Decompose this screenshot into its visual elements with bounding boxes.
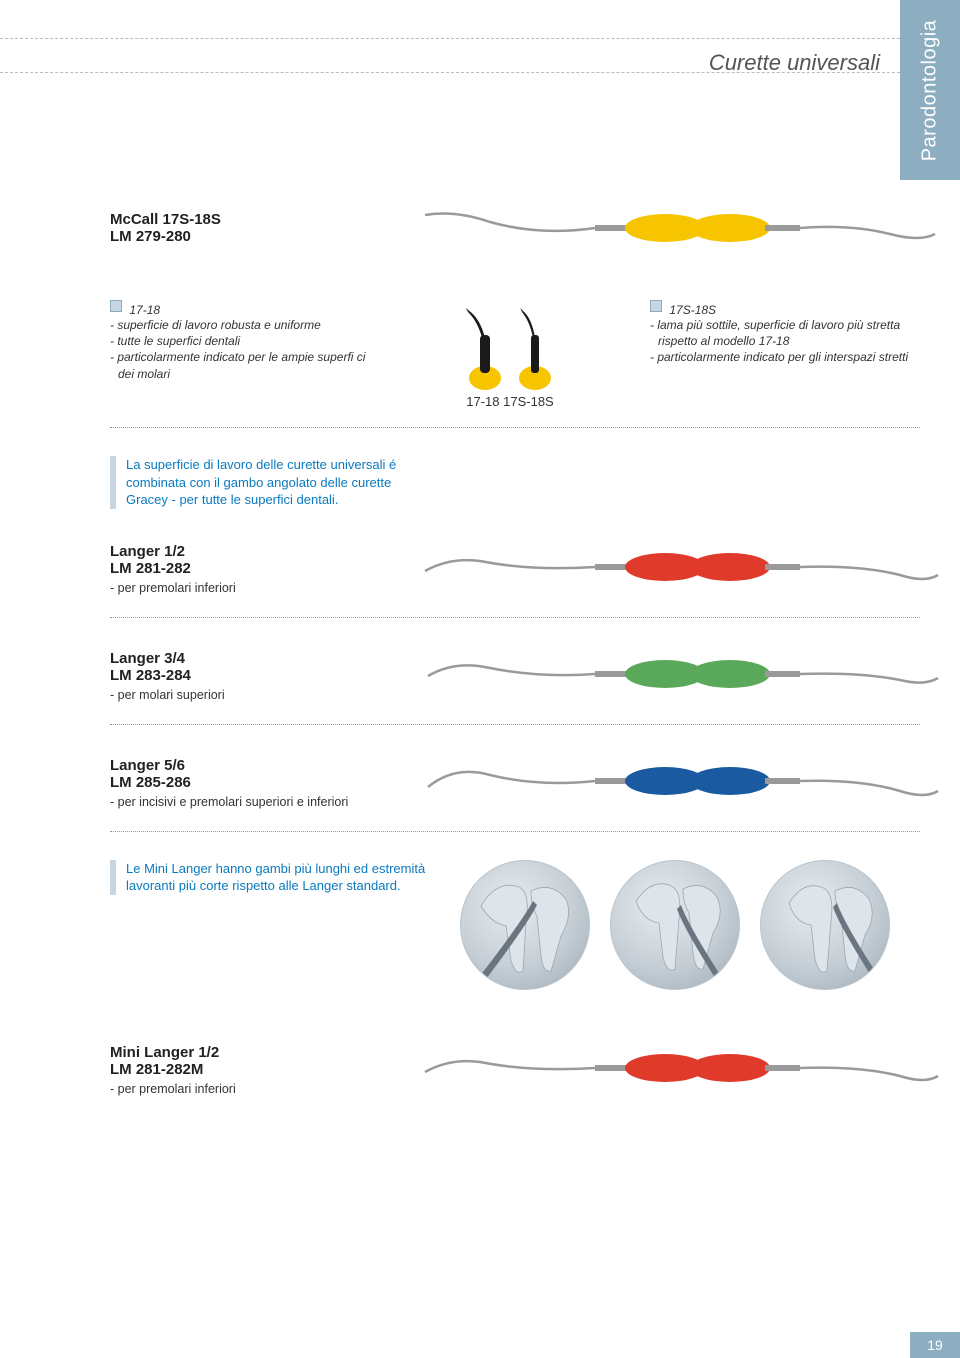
note-line: - particolarmente indicato per gli inter…	[650, 349, 910, 365]
page-number: 19	[910, 1332, 960, 1358]
product-langer12: Langer 1/2 LM 281-282 - per premolari in…	[110, 539, 920, 599]
divider	[110, 724, 920, 725]
tooth-circle-1	[460, 860, 590, 990]
info-box: Le Mini Langer hanno gambi più lunghi ed…	[110, 860, 430, 895]
product-code: LM 285-286	[110, 774, 390, 791]
instrument-image	[420, 753, 940, 813]
product-langer56: Langer 5/6 LM 285-286 - per incisivi e p…	[110, 753, 920, 813]
mini-langer-info-row: Le Mini Langer hanno gambi più lunghi ed…	[110, 860, 920, 990]
section-tab: Parodontologia	[900, 0, 960, 180]
product-name: Langer 1/2	[110, 543, 390, 560]
instrument-image	[420, 646, 940, 706]
product-code: LM 281-282M	[110, 1061, 390, 1078]
note-marker-icon	[650, 300, 662, 312]
note-line: - tutte le superfici dentali	[110, 333, 370, 349]
product-code: LM 283-284	[110, 667, 390, 684]
product-text: Langer 3/4 LM 283-284 - per molari super…	[110, 650, 390, 702]
product-text: Mini Langer 1/2 LM 281-282M - per premol…	[110, 1044, 390, 1096]
product-note: - per incisivi e premolari superiori e i…	[110, 795, 390, 809]
instrument-image	[420, 1040, 940, 1100]
product-note: - per premolari inferiori	[110, 581, 390, 595]
product-code: LM 279-280	[110, 228, 390, 245]
tooth-circle-2	[610, 860, 740, 990]
tip-illustration: 17-18 17S-18S	[410, 300, 610, 409]
product-text: McCall 17S-18S LM 279-280	[110, 211, 390, 249]
product-mccall: McCall 17S-18S LM 279-280	[110, 200, 920, 260]
section-tab-label: Parodontologia	[919, 19, 942, 161]
note-line: - lama più sottile, superficie di lavoro…	[650, 317, 910, 349]
note-line: - particolarmente indicato per le ampie …	[110, 349, 370, 381]
product-name: Langer 3/4	[110, 650, 390, 667]
info-box-text: La superficie di lavoro delle curette un…	[126, 456, 430, 509]
note-left-title: 17-18	[129, 303, 160, 317]
divider	[110, 617, 920, 618]
product-text: Langer 1/2 LM 281-282 - per premolari in…	[110, 543, 390, 595]
product-mini-langer12: Mini Langer 1/2 LM 281-282M - per premol…	[110, 1040, 920, 1100]
product-note: - per molari superiori	[110, 688, 390, 702]
instrument-image	[420, 200, 940, 260]
tooth-circle-3	[760, 860, 890, 990]
note-right: 17S-18S - lama più sottile, superficie d…	[650, 300, 910, 366]
product-name: McCall 17S-18S	[110, 211, 390, 228]
instrument-image	[420, 539, 940, 599]
product-name: Mini Langer 1/2	[110, 1044, 390, 1061]
page-content: McCall 17S-18S LM 279-280 17-18 - superf…	[110, 200, 920, 1110]
teeth-illustrations	[460, 860, 890, 990]
header-rule-1	[0, 38, 900, 39]
note-marker-icon	[110, 300, 122, 312]
product-name: Langer 5/6	[110, 757, 390, 774]
product-langer34: Langer 3/4 LM 283-284 - per molari super…	[110, 646, 920, 706]
notes-row: 17-18 - superficie di lavoro robusta e u…	[110, 300, 920, 409]
note-right-title: 17S-18S	[669, 303, 716, 317]
info-box-text: Le Mini Langer hanno gambi più lunghi ed…	[126, 860, 430, 895]
info-box: La superficie di lavoro delle curette un…	[110, 456, 430, 509]
note-line: - superficie di lavoro robusta e uniform…	[110, 317, 370, 333]
note-left: 17-18 - superficie di lavoro robusta e u…	[110, 300, 370, 382]
product-code: LM 281-282	[110, 560, 390, 577]
divider	[110, 427, 920, 428]
divider	[110, 831, 920, 832]
product-text: Langer 5/6 LM 285-286 - per incisivi e p…	[110, 757, 390, 809]
product-note: - per premolari inferiori	[110, 1082, 390, 1096]
tip-labels: 17-18 17S-18S	[410, 394, 610, 409]
page-title: Curette universali	[709, 50, 880, 76]
